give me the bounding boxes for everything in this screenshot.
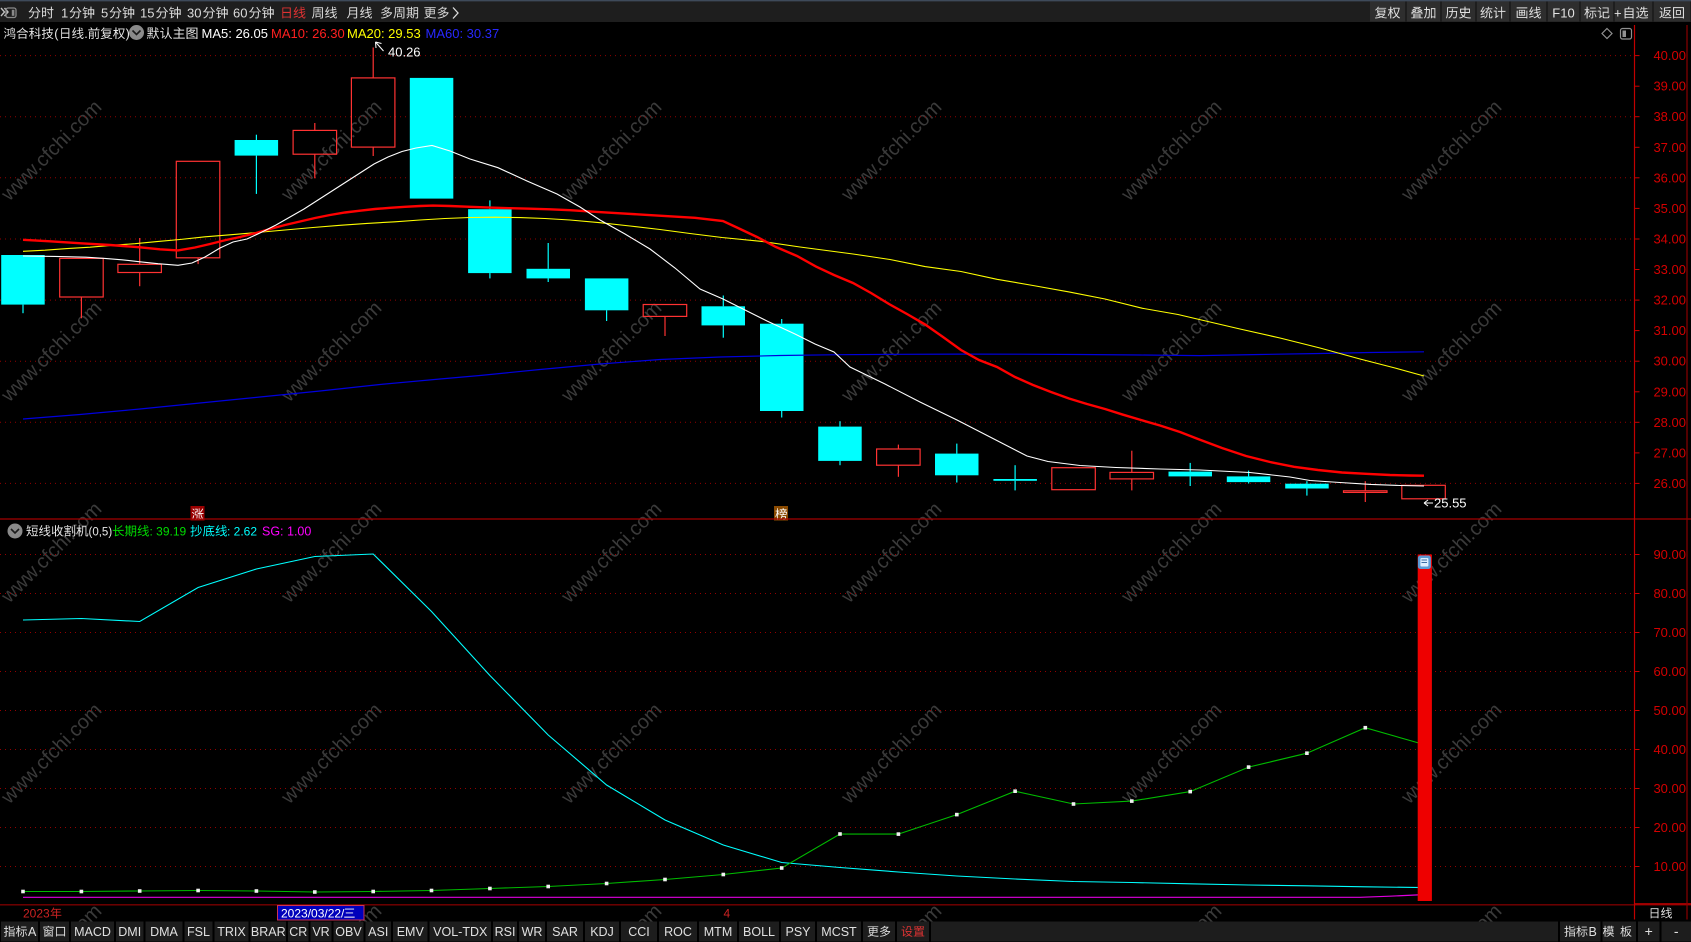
svg-text:1: 1 bbox=[61, 6, 68, 21]
svg-text:EMV: EMV bbox=[397, 925, 425, 939]
svg-text:33.00: 33.00 bbox=[1653, 262, 1686, 277]
svg-text:TRIX: TRIX bbox=[217, 925, 246, 939]
svg-text:(0,5): (0,5) bbox=[89, 527, 113, 539]
svg-text:): ) bbox=[126, 27, 130, 41]
svg-text:+: + bbox=[1614, 6, 1622, 21]
svg-text:80.00: 80.00 bbox=[1653, 586, 1686, 601]
svg-text:37.00: 37.00 bbox=[1653, 140, 1686, 155]
svg-text:30: 30 bbox=[187, 6, 201, 21]
svg-text:50.00: 50.00 bbox=[1653, 703, 1686, 718]
svg-text:25.55: 25.55 bbox=[1434, 496, 1467, 511]
svg-text:2023: 2023 bbox=[23, 907, 50, 921]
svg-text:26.00: 26.00 bbox=[1653, 476, 1686, 491]
svg-text:40.00: 40.00 bbox=[1653, 48, 1686, 63]
svg-text:60.00: 60.00 bbox=[1653, 664, 1686, 679]
svg-text:-: - bbox=[1674, 923, 1679, 939]
svg-text:+: + bbox=[1645, 923, 1653, 939]
svg-text:MACD: MACD bbox=[74, 925, 111, 939]
svg-text:20.00: 20.00 bbox=[1653, 820, 1686, 835]
svg-text:30.00: 30.00 bbox=[1653, 781, 1686, 796]
svg-text:FSL: FSL bbox=[187, 925, 210, 939]
svg-text:4: 4 bbox=[724, 907, 731, 921]
svg-text:27.00: 27.00 bbox=[1653, 445, 1686, 460]
svg-text:MA20: 29.53: MA20: 29.53 bbox=[347, 26, 421, 41]
svg-text:40.26: 40.26 bbox=[388, 45, 421, 60]
svg-text:36.00: 36.00 bbox=[1653, 170, 1686, 185]
svg-text:A: A bbox=[28, 925, 37, 939]
svg-text:MA60: 30.37: MA60: 30.37 bbox=[426, 26, 500, 41]
svg-text:SAR: SAR bbox=[552, 925, 578, 939]
svg-text:MCST: MCST bbox=[821, 925, 857, 939]
svg-text:30.00: 30.00 bbox=[1653, 354, 1686, 369]
svg-text:DMI: DMI bbox=[118, 925, 141, 939]
svg-text:90.00: 90.00 bbox=[1653, 547, 1686, 562]
svg-text:OBV: OBV bbox=[335, 925, 362, 939]
svg-text:CCI: CCI bbox=[628, 925, 650, 939]
svg-text:B: B bbox=[1589, 925, 1597, 939]
svg-text:F10: F10 bbox=[1552, 6, 1574, 21]
svg-text:32.00: 32.00 bbox=[1653, 293, 1686, 308]
svg-text:DMA: DMA bbox=[150, 925, 178, 939]
svg-text:CR: CR bbox=[289, 925, 307, 939]
svg-text:MA10: 26.30: MA10: 26.30 bbox=[271, 26, 345, 41]
svg-text:31.00: 31.00 bbox=[1653, 323, 1686, 338]
svg-text:MTM: MTM bbox=[704, 925, 732, 939]
svg-text:ROC: ROC bbox=[664, 925, 692, 939]
svg-text:MA5: 26.05: MA5: 26.05 bbox=[202, 26, 269, 41]
svg-text:RSI: RSI bbox=[495, 925, 516, 939]
svg-text:VR: VR bbox=[312, 925, 329, 939]
svg-text:5: 5 bbox=[101, 6, 108, 21]
svg-text:BOLL: BOLL bbox=[743, 925, 775, 939]
svg-text:40.00: 40.00 bbox=[1653, 742, 1686, 757]
svg-text:ASI: ASI bbox=[368, 925, 388, 939]
svg-text:39.00: 39.00 bbox=[1653, 79, 1686, 94]
svg-text:10.00: 10.00 bbox=[1653, 859, 1686, 874]
svg-text:2023/03/22/: 2023/03/22/ bbox=[281, 907, 345, 921]
svg-text:PSY: PSY bbox=[785, 925, 811, 939]
svg-text:60: 60 bbox=[233, 6, 247, 21]
svg-text:70.00: 70.00 bbox=[1653, 625, 1686, 640]
svg-text:KDJ: KDJ bbox=[590, 925, 614, 939]
svg-text:.: . bbox=[84, 27, 88, 41]
svg-text:28.00: 28.00 bbox=[1653, 415, 1686, 430]
svg-text:35.00: 35.00 bbox=[1653, 201, 1686, 216]
svg-text:15: 15 bbox=[140, 6, 154, 21]
svg-text:BRAR: BRAR bbox=[251, 925, 286, 939]
svg-text:: 39.19: : 39.19 bbox=[150, 525, 187, 539]
svg-text:(: ( bbox=[54, 27, 59, 41]
svg-text:VOL-TDX: VOL-TDX bbox=[433, 925, 488, 939]
svg-text:29.00: 29.00 bbox=[1653, 384, 1686, 399]
svg-text:WR: WR bbox=[522, 925, 543, 939]
svg-text:SG: 1.00: SG: 1.00 bbox=[262, 525, 311, 539]
svg-text:34.00: 34.00 bbox=[1653, 231, 1686, 246]
svg-text:38.00: 38.00 bbox=[1653, 109, 1686, 124]
svg-text:: 2.62: : 2.62 bbox=[227, 525, 257, 539]
